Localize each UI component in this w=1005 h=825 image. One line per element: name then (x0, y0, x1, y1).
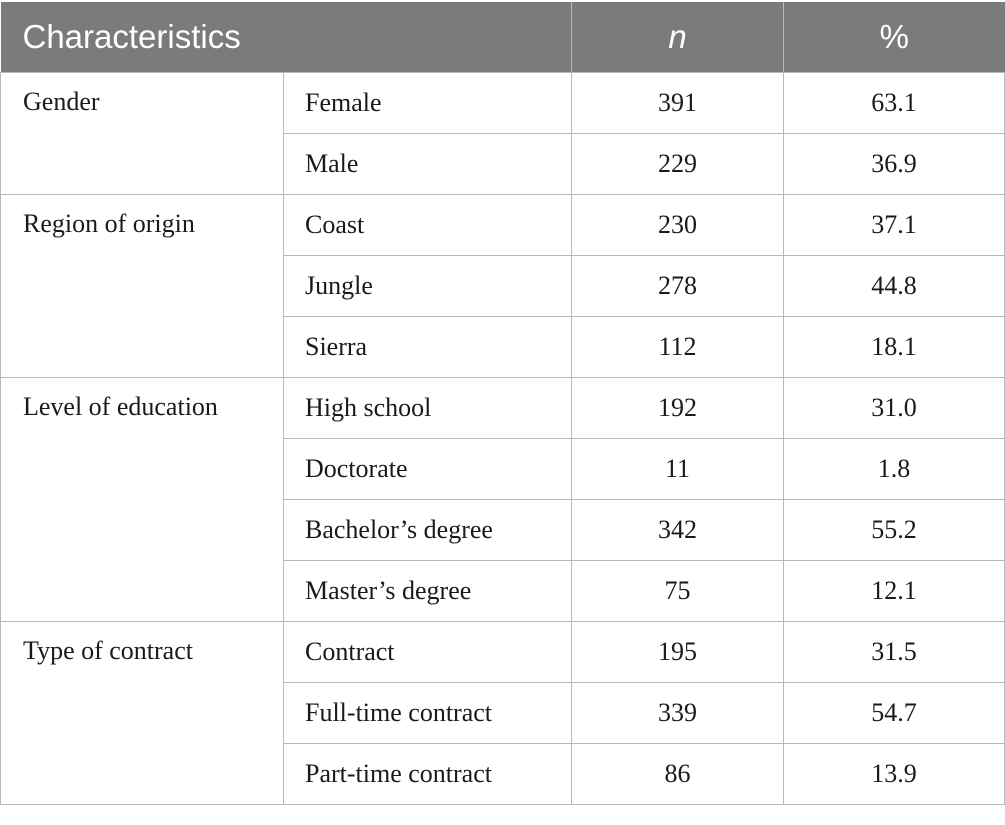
n-cell: 278 (571, 255, 785, 317)
category-gender: Gender (0, 72, 284, 195)
table-row: Region of origin Coast 230 37.1 (0, 194, 1005, 378)
percent-cell: 36.9 (783, 133, 1005, 195)
n-cell: 391 (571, 72, 785, 134)
n-cell: 230 (571, 194, 785, 256)
n-cell: 11 (571, 438, 785, 500)
header-percent: % (783, 2, 1005, 73)
subcategory-cell: Part-time contract (282, 743, 573, 805)
n-cell: 339 (571, 682, 785, 744)
category-type-of-contract: Type of contract (0, 621, 284, 805)
percent-cell: 44.8 (783, 255, 1005, 317)
percent-cell: 31.5 (783, 621, 1005, 683)
n-cell: 192 (571, 377, 785, 439)
table-row: Male 229 36.9 (1, 133, 1005, 195)
percent-cell: 12.1 (783, 560, 1005, 622)
demographics-table: Characteristics n % Gender Female 391 63… (0, 2, 1005, 805)
percent-cell: 55.2 (783, 499, 1005, 561)
subcategory-cell: Full-time contract (282, 682, 573, 744)
category-region-of-origin: Region of origin (0, 194, 284, 378)
subcategory-cell: Coast (282, 194, 573, 256)
table-body: Gender Female 391 63.1 Male 229 36.9 Reg… (0, 72, 1005, 805)
percent-cell: 31.0 (783, 377, 1005, 439)
subcategory-cell: Sierra (282, 316, 573, 378)
n-cell: 75 (571, 560, 785, 622)
subcategory-cell: High school (282, 377, 573, 439)
percent-cell: 1.8 (783, 438, 1005, 500)
table-row: Level of education High school 192 31.0 (0, 377, 1005, 622)
header-n: n (571, 2, 784, 73)
percent-cell: 18.1 (783, 316, 1005, 378)
table-row: Type of contract Contract 195 31.5 (0, 621, 1005, 805)
subcategory-cell: Master’s degree (282, 560, 573, 622)
subcategory-cell: Jungle (282, 255, 573, 317)
n-cell: 229 (571, 133, 785, 195)
n-cell: 195 (571, 621, 785, 683)
subcategory-cell: Female (282, 72, 573, 134)
table-row: Master’s degree 75 12.1 (1, 560, 1005, 622)
n-cell: 112 (571, 316, 785, 378)
subcategory-cell: Bachelor’s degree (282, 499, 573, 561)
header-row: Characteristics n % (0, 2, 1005, 73)
percent-cell: 37.1 (783, 194, 1005, 256)
header-characteristics: Characteristics (0, 2, 572, 73)
subcategory-cell: Contract (282, 621, 573, 683)
table-header: Characteristics n % (0, 2, 1005, 73)
category-level-of-education: Level of education (0, 377, 284, 622)
percent-cell: 63.1 (783, 72, 1005, 134)
percent-cell: 13.9 (783, 743, 1005, 805)
subcategory-cell: Doctorate (282, 438, 573, 500)
table-row: Gender Female 391 63.1 (0, 72, 1005, 195)
subcategory-cell: Male (282, 133, 573, 195)
percent-cell: 54.7 (783, 682, 1005, 744)
n-cell: 342 (571, 499, 785, 561)
table-row: Full-time contract 339 54.7 (1, 682, 1005, 744)
table-row: Bachelor’s degree 342 55.2 (1, 499, 1005, 561)
table-row: Doctorate 11 1.8 (1, 438, 1005, 500)
table-row: Part-time contract 86 13.9 (1, 743, 1005, 805)
n-cell: 86 (571, 743, 785, 805)
